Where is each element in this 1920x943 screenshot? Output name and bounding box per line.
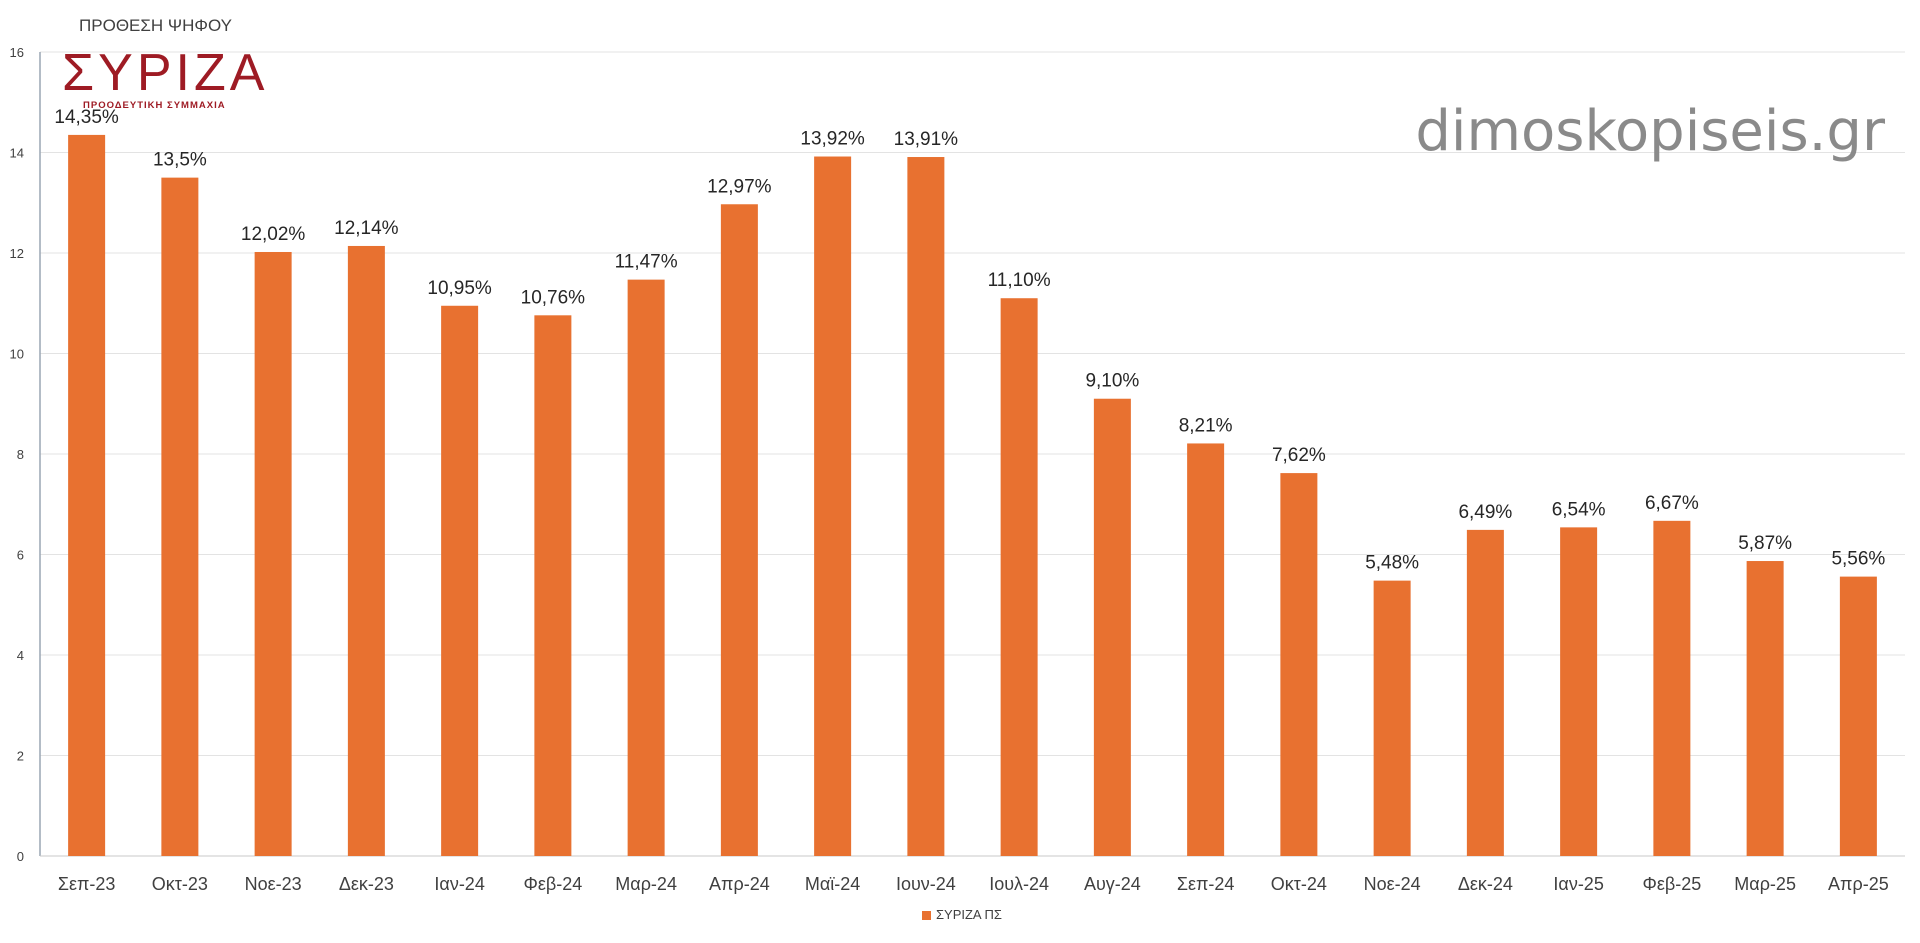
bar [1653,520,1691,856]
x-tick-label: Δεκ-23 [339,874,394,894]
bar [534,315,572,856]
data-label: 7,62% [1272,445,1326,466]
x-axis-labels: Σεπ-23 Οκτ-23 Νοε-23 Δεκ-23 Ιαν-24 Φεβ-24 Μαρ-… [58,874,1889,894]
x-tick-label: Σεπ-24 [1177,874,1235,894]
data-label: 14,35% [54,107,119,128]
x-tick-label: Δεκ-24 [1458,874,1513,894]
bar-series: 14,35% 13,5% 12,02% 12,14% 10,95% 10,76% 11,47… [54,107,1885,857]
bar [254,251,292,856]
logo-subtitle: ΠΡΟΟΔΕΥΤΙΚΗ ΣΥΜΜΑΧΙΑ [83,100,226,111]
bar [1560,527,1598,856]
bar [441,305,479,856]
y-tick-label: 0 [17,849,24,864]
data-label: 10,76% [521,287,586,308]
bar [1187,443,1225,856]
data-label: 12,14% [334,218,399,239]
data-label: 12,97% [707,176,772,197]
x-tick-label: Ιαν-25 [1553,874,1603,894]
data-label: 8,21% [1179,415,1233,436]
bar [161,177,199,856]
x-tick-label: Νοε-23 [245,874,302,894]
bar [68,134,106,857]
x-tick-label: Οκτ-23 [152,874,208,894]
x-tick-label: Νοε-24 [1364,874,1421,894]
y-tick-label: 4 [17,648,24,663]
site-watermark: dimoskopiseis.gr [1415,99,1886,164]
x-tick-label: Ιουν-24 [896,874,956,894]
data-label: 13,91% [894,129,959,150]
bar [1000,298,1038,857]
y-tick-label: 6 [17,548,24,563]
x-tick-label: Φεβ-25 [1642,874,1701,894]
x-tick-label: Ιουλ-24 [989,874,1049,894]
bar [720,204,758,856]
bar [814,156,852,856]
data-label: 11,10% [988,270,1051,291]
x-tick-label: Μαρ-24 [615,874,677,894]
x-tick-label: Απρ-25 [1828,874,1889,894]
party-logo: ΠΡΟΘΕΣΗ ΨΗΦΟΥ ΣΥΡΙΖΑ ΠΡΟΟΔΕΥΤΙΚΗ ΣΥΜΜΑΧΙ… [62,16,268,111]
y-tick-label: 10 [10,347,24,362]
y-tick-label: 16 [10,45,24,60]
bar [1280,473,1318,856]
legend-swatch [922,911,931,920]
bar [1746,561,1784,856]
x-tick-label: Ιαν-24 [434,874,484,894]
y-tick-label: 2 [17,749,24,764]
bar [347,245,385,857]
data-label: 13,92% [800,129,865,150]
data-label: 12,02% [241,224,306,245]
legend: ΣΥΡΙΖΑ ΠΣ [922,907,1002,922]
bar [1373,580,1411,856]
y-tick-label: 14 [10,146,24,161]
logo-wordmark: ΣΥΡΙΖΑ [62,44,268,102]
data-label: 6,54% [1552,499,1606,520]
data-label: 6,67% [1645,493,1699,514]
bar [907,157,945,856]
bar [1466,529,1504,856]
x-tick-label: Μαρ-25 [1734,874,1796,894]
data-label: 13,5% [153,150,207,171]
data-label: 5,56% [1831,549,1885,570]
x-tick-label: Σεπ-23 [58,874,116,894]
data-label: 10,95% [427,278,492,299]
x-tick-label: Φεβ-24 [523,874,582,894]
legend-label: ΣΥΡΙΖΑ ΠΣ [936,907,1002,922]
y-axis-ticks: 0 2 4 6 8 10 12 14 16 [10,45,24,864]
x-tick-label: Απρ-24 [709,874,770,894]
data-label: 6,49% [1458,502,1512,523]
y-tick-label: 8 [17,447,24,462]
data-label: 9,10% [1085,371,1139,392]
y-tick-label: 12 [10,246,24,261]
bar [1839,576,1877,856]
data-label: 11,47% [615,252,678,273]
data-label: 5,87% [1738,533,1792,554]
bar [1093,398,1131,856]
x-tick-label: Αυγ-24 [1084,874,1141,894]
logo-caption: ΠΡΟΘΕΣΗ ΨΗΦΟΥ [79,16,232,35]
bar [627,279,665,856]
data-label: 5,48% [1365,553,1419,574]
x-tick-label: Μαϊ-24 [805,874,860,894]
x-tick-label: Οκτ-24 [1271,874,1327,894]
